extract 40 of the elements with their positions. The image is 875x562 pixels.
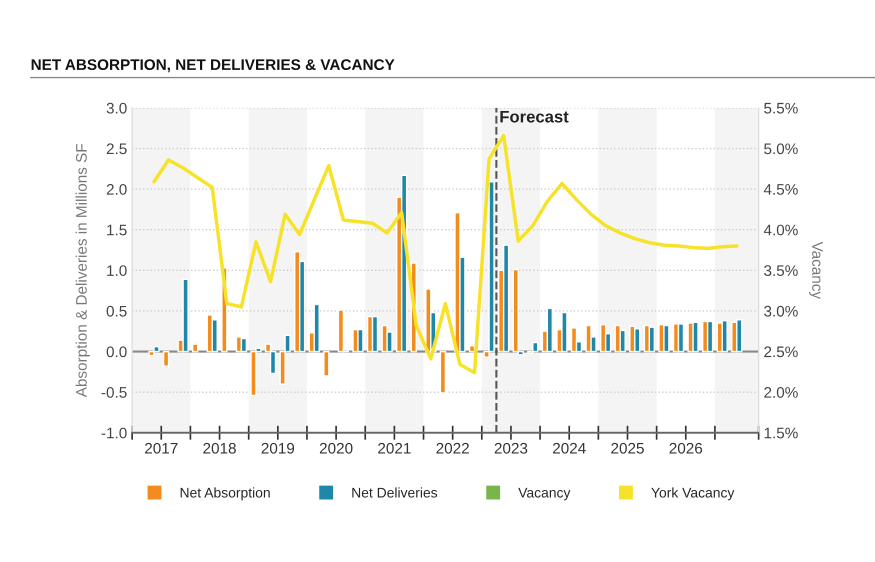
x-tick-label: 2023 xyxy=(494,442,528,454)
y2-tick-label: 1.5% xyxy=(764,428,798,438)
y-tick-label: 1.0 xyxy=(107,265,127,276)
bar xyxy=(162,350,170,367)
y2-tick-label: 2.0% xyxy=(764,387,798,398)
y2-tick-label: 5.0% xyxy=(764,143,798,154)
y2-tick-label: 5.5% xyxy=(764,102,798,114)
y-tick-label: 1.5 xyxy=(107,224,127,236)
y-axis-title: Absorption & Deliveries in Millions SF xyxy=(76,144,90,398)
x-tick-label: 2019 xyxy=(262,442,294,454)
legend-label: Vacancy xyxy=(518,488,570,500)
bar xyxy=(440,350,446,394)
y-tick-label: -1.0 xyxy=(102,428,127,438)
x-tick-label: 2022 xyxy=(436,442,469,454)
x-tick-label: 2018 xyxy=(203,442,236,454)
line-series xyxy=(152,134,739,374)
y2-tick-label: 3.0% xyxy=(764,306,798,317)
legend-label: York Vacancy xyxy=(651,487,734,500)
x-tick-label: 2020 xyxy=(320,442,352,454)
x-tick-label: 2021 xyxy=(378,442,411,454)
x-tick-label: 2017 xyxy=(145,442,178,454)
y2-tick-label: 4.5% xyxy=(764,184,798,195)
y-tick-label: 3.0 xyxy=(106,102,127,114)
y-tick-label: 0.0 xyxy=(106,346,127,358)
x-tick-label: 2024 xyxy=(552,442,586,454)
chart-title: NET ABSORPTION, NET DELIVERIES & VACANCY xyxy=(32,59,395,72)
legend-label: Net Absorption xyxy=(180,487,270,500)
bar xyxy=(323,350,330,377)
y2-axis-title: Vacancy xyxy=(809,242,823,300)
legend-label: Net Deliveries xyxy=(352,487,438,498)
y2-tick-label: 2.5% xyxy=(764,346,798,358)
y-tick-label: 0.5 xyxy=(106,306,127,317)
x-tick-label: 2025 xyxy=(611,442,644,454)
y-tick-label: 2.0 xyxy=(106,184,127,195)
y2-tick-label: 3.5% xyxy=(764,265,798,276)
y2-tick-label: 4.0% xyxy=(764,224,798,236)
y-tick-label: -0.5 xyxy=(102,387,127,398)
ref-line-label: Forecast xyxy=(500,110,569,123)
y-tick-label: 2.5 xyxy=(106,143,127,154)
x-tick-label: 2026 xyxy=(670,442,702,454)
